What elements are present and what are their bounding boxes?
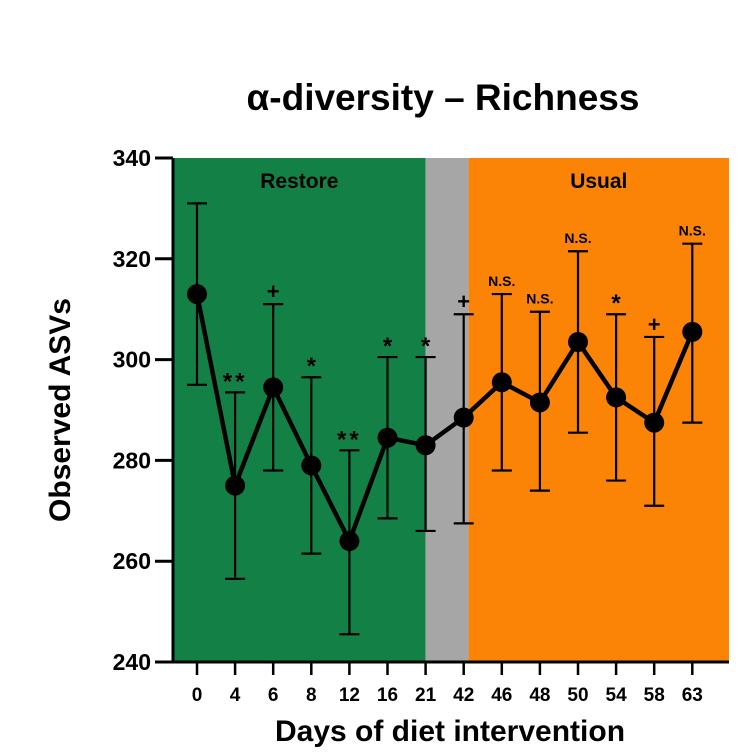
region-label-1: Restore [260,170,338,193]
significance-42: + [457,289,470,314]
series-line [194,293,695,544]
data-point-0 [187,284,207,305]
y-tick-label-300: 300 [113,347,151,373]
x-tick-label-21: 21 [415,685,437,706]
significance-50: N.S. [564,230,591,246]
x-tick-label-12: 12 [339,685,360,706]
x-tick-label-4: 4 [230,685,241,706]
x-tick-label-54: 54 [606,685,628,706]
region-bg-1 [173,158,426,662]
data-point-16 [377,427,398,448]
significance-58: + [648,312,661,337]
data-point-21 [415,435,436,456]
data-point-46 [491,372,512,393]
x-axis-label: Days of diet intervention [275,715,625,748]
significance-annotations: **+**** *+N.S.N.S.N.S.*+N.S. [223,223,706,454]
x-tick-label-63: 63 [682,685,703,706]
x-tick-label-0: 0 [192,685,203,706]
x-tick-label-16: 16 [377,685,398,706]
x-tick-label-58: 58 [644,685,665,706]
data-point-6 [263,377,284,398]
data-point-58 [644,412,665,433]
x-tick-label-6: 6 [268,685,279,706]
data-point-8 [301,455,322,476]
x-tick-label-50: 50 [567,685,588,706]
x-tick-label-42: 42 [453,685,474,706]
significance-6: + [267,279,280,304]
significance-21: * [421,333,431,360]
significance-63: N.S. [679,223,706,239]
region-label-3: Usual [570,170,627,193]
y-tick-label-240: 240 [113,649,151,675]
y-tick-label-340: 340 [113,145,151,171]
data-point-63 [682,321,703,342]
data-point-42 [453,407,474,428]
chart-title: α-diversity – Richness [247,77,640,118]
significance-8: * [307,353,317,380]
significance-16: * [383,333,393,360]
region-bg-3 [468,158,729,662]
data-point-4 [225,475,246,496]
significance-12: ** [337,426,362,453]
y-axis-label: Observed ASVs [44,298,77,522]
data-point-12 [339,531,360,552]
series-line-layer [194,293,695,544]
data-points [187,284,703,552]
significance-46: N.S. [488,273,515,289]
intervention-regions: Restore Usual [173,158,729,662]
significance-4: ** [223,368,248,395]
x-tick-label-48: 48 [529,685,550,706]
data-point-54 [606,387,627,408]
significance-48: N.S. [526,291,553,307]
y-tick-label-260: 260 [113,548,151,574]
data-point-50 [568,331,588,352]
x-tick-label-46: 46 [491,685,512,706]
x-tick-label-8: 8 [306,685,317,706]
y-tick-label-320: 320 [113,246,151,272]
significance-54: * [611,290,621,317]
y-tick-label-280: 280 [113,447,151,473]
data-point-48 [529,392,550,413]
